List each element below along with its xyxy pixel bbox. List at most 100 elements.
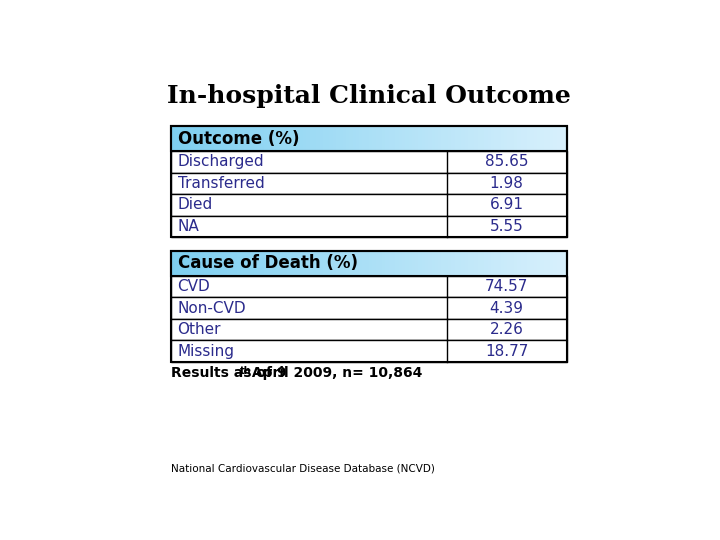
Bar (389, 251, 392, 276)
Bar (261, 126, 264, 151)
Bar (194, 251, 198, 276)
Bar (284, 251, 287, 276)
Bar (441, 126, 445, 151)
Bar (534, 126, 537, 151)
Bar (563, 126, 567, 151)
Bar (178, 126, 181, 151)
Bar (244, 251, 248, 276)
Bar (290, 126, 294, 151)
Bar (326, 251, 330, 276)
Bar (171, 340, 567, 362)
Bar (191, 126, 195, 151)
Bar (316, 251, 320, 276)
Bar (379, 251, 382, 276)
Bar (184, 126, 188, 151)
Bar (251, 251, 254, 276)
Bar (481, 126, 485, 151)
Bar (234, 126, 238, 151)
Bar (320, 251, 323, 276)
Text: Results as of 9: Results as of 9 (171, 367, 287, 380)
Bar (264, 126, 267, 151)
Bar (240, 126, 244, 151)
Bar (405, 126, 409, 151)
Bar (303, 126, 307, 151)
Bar (385, 126, 389, 151)
Bar (428, 251, 432, 276)
Bar (201, 126, 204, 151)
Bar (211, 126, 215, 151)
Bar (356, 251, 359, 276)
Bar (498, 126, 501, 151)
Bar (267, 251, 271, 276)
Bar (382, 126, 386, 151)
Bar (240, 251, 244, 276)
Bar (171, 194, 567, 215)
Bar (359, 126, 363, 151)
Text: Outcome (%): Outcome (%) (178, 130, 299, 148)
Bar (399, 126, 402, 151)
Bar (517, 251, 521, 276)
Bar (458, 251, 462, 276)
Bar (171, 251, 567, 276)
Bar (500, 126, 505, 151)
Bar (171, 126, 567, 237)
Bar (527, 126, 531, 151)
Bar (310, 126, 313, 151)
Bar (547, 251, 551, 276)
Text: Discharged: Discharged (178, 154, 264, 170)
Bar (557, 251, 560, 276)
Bar (362, 126, 366, 151)
Text: Died: Died (178, 198, 213, 212)
Bar (198, 251, 202, 276)
Bar (431, 126, 436, 151)
Bar (171, 276, 567, 298)
Bar (485, 251, 488, 276)
Bar (389, 126, 392, 151)
Bar (563, 251, 567, 276)
Bar (385, 251, 389, 276)
Bar (323, 126, 327, 151)
Text: th: th (240, 366, 251, 376)
Bar (349, 126, 353, 151)
Bar (307, 126, 310, 151)
Bar (415, 251, 419, 276)
Bar (274, 251, 277, 276)
Bar (228, 126, 231, 151)
Bar (471, 251, 474, 276)
Bar (238, 251, 241, 276)
Bar (171, 251, 567, 362)
Bar (477, 251, 482, 276)
Bar (379, 126, 382, 151)
Bar (284, 126, 287, 151)
Bar (244, 126, 248, 151)
Bar (435, 251, 438, 276)
Bar (343, 126, 346, 151)
Bar (181, 251, 185, 276)
Bar (399, 251, 402, 276)
Bar (326, 126, 330, 151)
Bar (524, 251, 528, 276)
Bar (264, 251, 267, 276)
Bar (300, 126, 304, 151)
Bar (392, 126, 396, 151)
Bar (498, 251, 501, 276)
Bar (462, 251, 465, 276)
Bar (247, 126, 251, 151)
Bar (395, 251, 399, 276)
Bar (171, 298, 567, 319)
Bar (207, 126, 211, 151)
Bar (270, 126, 274, 151)
Bar (221, 126, 225, 151)
Bar (448, 251, 451, 276)
Bar (554, 251, 557, 276)
Bar (300, 251, 304, 276)
Bar (366, 126, 369, 151)
Bar (557, 126, 560, 151)
Bar (214, 251, 218, 276)
Bar (310, 251, 313, 276)
Bar (445, 126, 449, 151)
Bar (238, 126, 241, 151)
Text: 6.91: 6.91 (490, 198, 523, 212)
Text: Non-CVD: Non-CVD (178, 301, 246, 315)
Bar (431, 251, 436, 276)
